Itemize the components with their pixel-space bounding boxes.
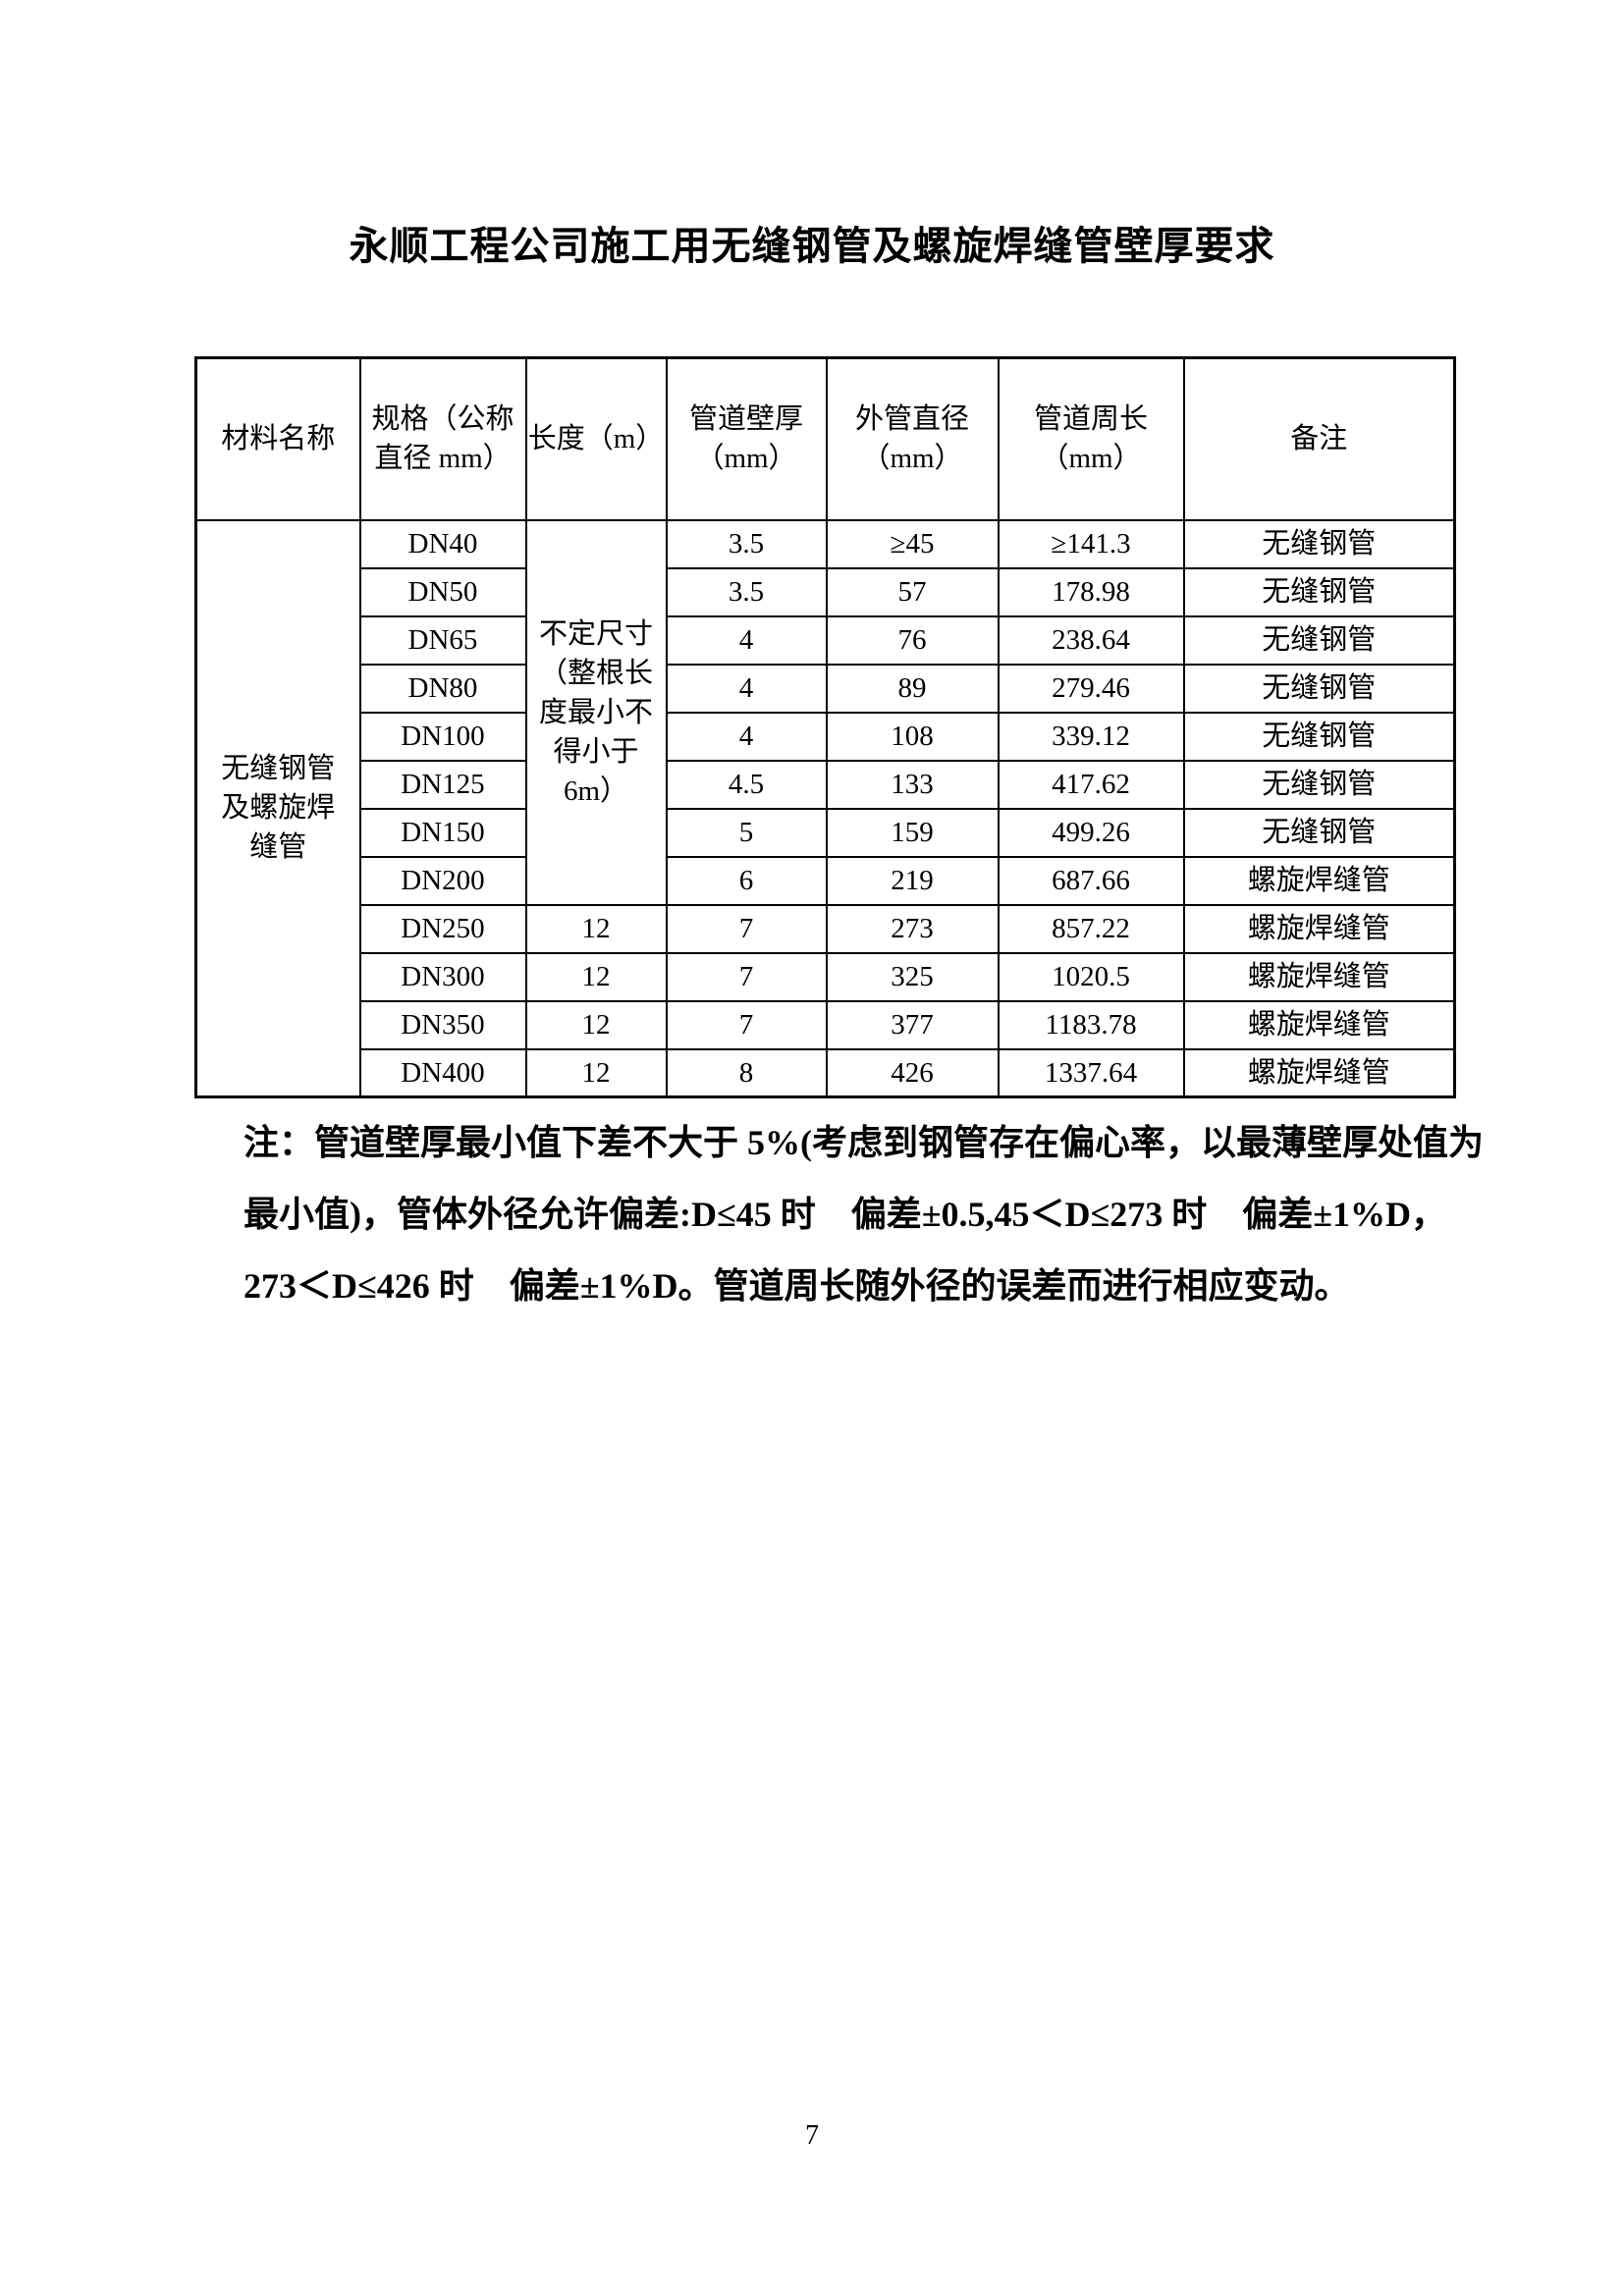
table-header-row: 材料名称 规格（公称 直径 mm） 长度（m） 管道壁厚 （mm） 外管直径 （… [194,356,1456,521]
cell-outer-diameter: 76 [825,614,1000,666]
cell-spec: DN65 [358,614,527,666]
cell-circumference: 339.12 [997,711,1185,762]
cell-outer-diameter: 273 [825,903,1000,954]
cell-spec: DN200 [358,855,527,906]
header-material: 材料名称 [194,356,361,521]
cell-remark: 螺旋焊缝管 [1182,999,1456,1050]
note-line-2: 最小值)，管体外径允许偏差:D≤45 时 偏差±0.5,45＜D≤273 时 偏… [244,1195,1447,1234]
header-length: 长度（m） [524,356,668,521]
cell-circumference: 1337.64 [997,1047,1185,1098]
table-row: 无缝钢管 及螺旋焊 缝管 DN40 不定尺寸 （整根长 度最小不 得小于 6m）… [194,518,1456,1098]
page-title: 永顺工程公司施工用无缝钢管及螺旋焊缝管壁厚要求 [349,224,1275,268]
cell-remark: 无缝钢管 [1182,759,1456,810]
note-paragraph: 注：管道壁厚最小值下差不大于 5%(考虑到钢管存在偏心率，以最薄壁厚处值为 最小… [244,1107,1484,1322]
cell-spec: DN250 [358,903,527,954]
table-row: DN350 12 7 377 1183.78 螺旋焊缝管 [196,999,1456,1050]
cell-spec: DN100 [358,711,527,762]
cell-spec: DN40 [358,518,527,569]
cell-circumference: 499.26 [997,807,1185,858]
cell-thickness: 4 [665,711,828,762]
table-row: DN50 3.5 57 178.98 无缝钢管 [196,566,1456,617]
cell-remark: 无缝钢管 [1182,614,1456,666]
cell-thickness: 4.5 [665,759,828,810]
cell-outer-diameter: 159 [825,807,1000,858]
header-remark: 备注 [1182,356,1456,521]
cell-spec: DN80 [358,663,527,714]
note-line-1: 注：管道壁厚最小值下差不大于 5%(考虑到钢管存在偏心率，以最薄壁厚处值为 [244,1123,1484,1162]
cell-circumference: 857.22 [997,903,1185,954]
table-row: DN400 12 8 426 1337.64 螺旋焊缝管 [196,1047,1456,1098]
cell-outer-diameter: 108 [825,711,1000,762]
table-row: DN300 12 7 325 1020.5 螺旋焊缝管 [196,951,1456,1002]
table-row: DN200 6 219 687.66 螺旋焊缝管 [196,855,1456,906]
cell-remark: 无缝钢管 [1182,711,1456,762]
header-thickness: 管道壁厚 （mm） [665,356,828,521]
header-circumference: 管道周长 （mm） [997,356,1185,521]
cell-remark: 无缝钢管 [1182,807,1456,858]
table-row: DN250 12 7 273 857.22 螺旋焊缝管 [196,903,1456,954]
cell-remark: 无缝钢管 [1182,566,1456,617]
pipe-spec-table: 材料名称 规格（公称 直径 mm） 长度（m） 管道壁厚 （mm） 外管直径 （… [194,356,1456,1098]
cell-outer-diameter: 133 [825,759,1000,810]
cell-spec: DN150 [358,807,527,858]
cell-circumference: 687.66 [997,855,1185,906]
cell-spec: DN300 [358,951,527,1002]
cell-circumference: 178.98 [997,566,1185,617]
cell-circumference: 1183.78 [997,999,1185,1050]
cell-circumference: 279.46 [997,663,1185,714]
cell-outer-diameter: 57 [825,566,1000,617]
table-row: DN65 4 76 238.64 无缝钢管 [196,614,1456,666]
header-spec: 规格（公称 直径 mm） [358,356,527,521]
page-number: 7 [805,2120,819,2151]
cell-thickness: 4 [665,614,828,666]
cell-outer-diameter: 377 [825,999,1000,1050]
table-row: DN80 4 89 279.46 无缝钢管 [196,663,1456,714]
cell-thickness: 6 [665,855,828,906]
cell-spec: DN125 [358,759,527,810]
cell-thickness: 3.5 [665,566,828,617]
cell-circumference: ≥141.3 [997,518,1185,569]
header-outer-diameter: 外管直径 （mm） [825,356,1000,521]
cell-length: 12 [524,1047,668,1098]
cell-outer-diameter: 325 [825,951,1000,1002]
cell-length: 12 [524,903,668,954]
cell-outer-diameter: 219 [825,855,1000,906]
cell-spec: DN50 [358,566,527,617]
cell-thickness: 7 [665,951,828,1002]
table-row: DN125 4.5 133 417.62 无缝钢管 [196,759,1456,810]
cell-thickness: 4 [665,663,828,714]
cell-material-group: 无缝钢管 及螺旋焊 缝管 [194,518,361,1098]
cell-outer-diameter: 426 [825,1047,1000,1098]
cell-remark: 无缝钢管 [1182,518,1456,569]
note-line-3: 273＜D≤426 时 偏差±1%D。管道周长随外径的误差而进行相应变动。 [244,1266,1350,1306]
cell-remark: 无缝钢管 [1182,663,1456,714]
cell-thickness: 7 [665,903,828,954]
table-row: DN150 5 159 499.26 无缝钢管 [196,807,1456,858]
cell-length: 12 [524,951,668,1002]
cell-remark: 螺旋焊缝管 [1182,1047,1456,1098]
cell-spec: DN350 [358,999,527,1050]
cell-spec: DN400 [358,1047,527,1098]
cell-thickness: 3.5 [665,518,828,569]
cell-circumference: 238.64 [997,614,1185,666]
cell-circumference: 417.62 [997,759,1185,810]
cell-outer-diameter: ≥45 [825,518,1000,569]
cell-outer-diameter: 89 [825,663,1000,714]
cell-remark: 螺旋焊缝管 [1182,855,1456,906]
cell-thickness: 5 [665,807,828,858]
cell-length-merged: 不定尺寸 （整根长 度最小不 得小于 6m） [524,518,668,906]
cell-length: 12 [524,999,668,1050]
cell-thickness: 8 [665,1047,828,1098]
cell-circumference: 1020.5 [997,951,1185,1002]
cell-thickness: 7 [665,999,828,1050]
table-row: DN100 4 108 339.12 无缝钢管 [196,711,1456,762]
cell-remark: 螺旋焊缝管 [1182,903,1456,954]
cell-remark: 螺旋焊缝管 [1182,951,1456,1002]
